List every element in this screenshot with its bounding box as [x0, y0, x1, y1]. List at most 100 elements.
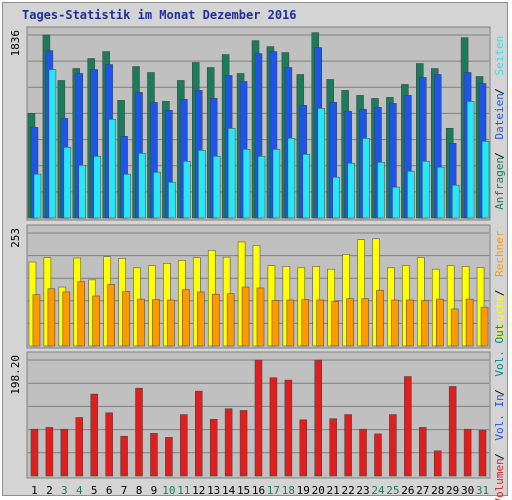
series-rechner	[32, 281, 489, 347]
x-tick-label-day-9: 9	[151, 484, 158, 497]
x-tick-label-day-8: 8	[136, 484, 143, 497]
x-tick-label-day-24: 24	[371, 484, 385, 497]
x-tick-label-day-25: 25	[386, 484, 399, 497]
bar-rechner-day-23	[361, 298, 369, 347]
bar-volumen-day-15	[239, 410, 248, 477]
bar-seiten-day-20	[317, 108, 325, 219]
x-tick-label-day-1: 1	[31, 484, 38, 497]
bar-volumen-day-23	[359, 428, 367, 477]
bar-seiten-day-8	[138, 152, 146, 219]
bar-volumen-day-5	[90, 393, 98, 477]
x-tick-label-day-19: 19	[297, 484, 310, 497]
x-tick-label-day-5: 5	[91, 484, 98, 497]
bar-seiten-day-30	[466, 101, 475, 219]
bar-seiten-day-5	[93, 155, 101, 219]
bar-volumen-day-10	[165, 437, 173, 477]
bar-volumen-day-25	[389, 414, 397, 477]
bar-volumen-day-7	[120, 435, 128, 477]
bar-rechner-day-24	[376, 289, 384, 347]
bar-rechner-day-5	[92, 295, 100, 347]
legend-separator: /	[493, 152, 506, 159]
x-tick-label-day-7: 7	[121, 484, 128, 497]
bar-rechner-day-30	[465, 298, 474, 347]
x-axis-labels: 1 2 3 4 5 6 7 8 9 10 11 12 13 14 15 16 17 18 19 20 21 22 23 24 2…	[31, 484, 489, 497]
legend-separator: /	[493, 88, 506, 95]
x-tick-label-day-20: 20	[312, 484, 325, 497]
bar-rechner-day-11	[182, 289, 190, 347]
bar-seiten-day-13	[212, 155, 221, 219]
bar-besuche-day-31	[476, 267, 485, 347]
bar-rechner-day-10	[167, 299, 175, 347]
bar-volumen-day-9	[150, 433, 158, 477]
bar-volumen-day-27	[419, 427, 427, 477]
bar-rechner-day-1	[32, 294, 41, 347]
bar-volumen-day-13	[209, 418, 218, 477]
x-tick-label-day-31: 31	[476, 484, 489, 497]
bar-rechner-day-15	[241, 286, 250, 347]
x-tick-label-day-23: 23	[356, 484, 369, 497]
bar-volumen-day-17	[269, 377, 278, 477]
bar-volumen-day-8	[135, 387, 143, 477]
bar-volumen-day-3	[60, 428, 69, 477]
x-tick-label-day-12: 12	[192, 484, 205, 497]
bar-volumen-day-19	[299, 419, 308, 477]
bar-volumen-day-24	[374, 433, 382, 477]
panel-top-max-label: 1836	[9, 30, 22, 57]
series-volumen	[30, 359, 487, 477]
bar-rechner-day-12	[197, 291, 205, 347]
series-seiten	[33, 69, 490, 219]
bar-volumen-day-14	[224, 408, 233, 477]
x-tick-label-day-4: 4	[76, 484, 83, 497]
panel-top: 1836	[9, 26, 491, 221]
bar-seiten-day-9	[153, 171, 161, 219]
bar-rechner-day-17	[271, 300, 280, 347]
bar-seiten-day-12	[198, 149, 206, 219]
bar-rechner-day-18	[286, 299, 295, 347]
bar-rechner-day-19	[301, 299, 310, 347]
bar-seiten-day-16	[257, 155, 266, 219]
bar-seiten-day-14	[227, 128, 236, 219]
bar-volumen-day-20	[314, 359, 322, 477]
legend-dateien: Dateien	[493, 93, 506, 139]
bar-rechner-day-8	[137, 298, 145, 347]
bar-rechner-day-22	[346, 298, 354, 347]
bar-besuche-day-29	[446, 265, 455, 347]
bar-volumen-day-31	[478, 430, 487, 477]
bar-rechner-day-7	[122, 291, 130, 347]
bar-rechner-day-4	[77, 281, 86, 347]
bar-seiten-day-18	[287, 138, 296, 219]
legend-bottom: Volumen / Vol. In / Vol. Out	[493, 324, 506, 500]
bar-volumen-day-1	[30, 428, 39, 477]
bar-seiten-day-25	[392, 186, 400, 219]
legend-separator: /	[493, 389, 506, 396]
series-besuche	[28, 238, 485, 347]
x-tick-label-day-13: 13	[207, 484, 220, 497]
x-tick-label-day-18: 18	[282, 484, 295, 497]
bar-rechner-day-20	[316, 299, 324, 347]
legend-vol-in: Vol. In	[493, 394, 506, 440]
bar-besuche-day-23	[357, 239, 365, 347]
chart-title: Tages-Statistik im Monat Dezember 2016	[22, 8, 297, 22]
legend-middle: Besuche / Rechner	[493, 230, 506, 341]
x-tick-label-day-17: 17	[267, 484, 280, 497]
x-tick-label-day-3: 3	[61, 484, 68, 497]
bar-seiten-day-24	[377, 161, 385, 219]
bar-seiten-day-3	[63, 146, 72, 219]
x-tick-label-day-10: 10	[162, 484, 175, 497]
bar-volumen-day-18	[284, 379, 293, 477]
legend-separator: /	[493, 453, 506, 460]
panel-middle: 253	[9, 224, 491, 349]
x-tick-label-day-29: 29	[446, 484, 459, 497]
x-tick-label-day-21: 21	[327, 484, 340, 497]
bar-rechner-day-16	[256, 287, 265, 347]
x-tick-label-day-27: 27	[416, 484, 429, 497]
bar-seiten-day-1	[33, 173, 42, 219]
bar-volumen-day-30	[463, 428, 472, 477]
bar-seiten-day-2	[48, 69, 57, 219]
legend-anfragen: Anfragen	[493, 157, 506, 210]
x-tick-label-day-28: 28	[431, 484, 444, 497]
x-tick-label-day-6: 6	[106, 484, 113, 497]
x-tick-label-day-26: 26	[401, 484, 414, 497]
legend-besuche: Besuche	[493, 295, 506, 341]
